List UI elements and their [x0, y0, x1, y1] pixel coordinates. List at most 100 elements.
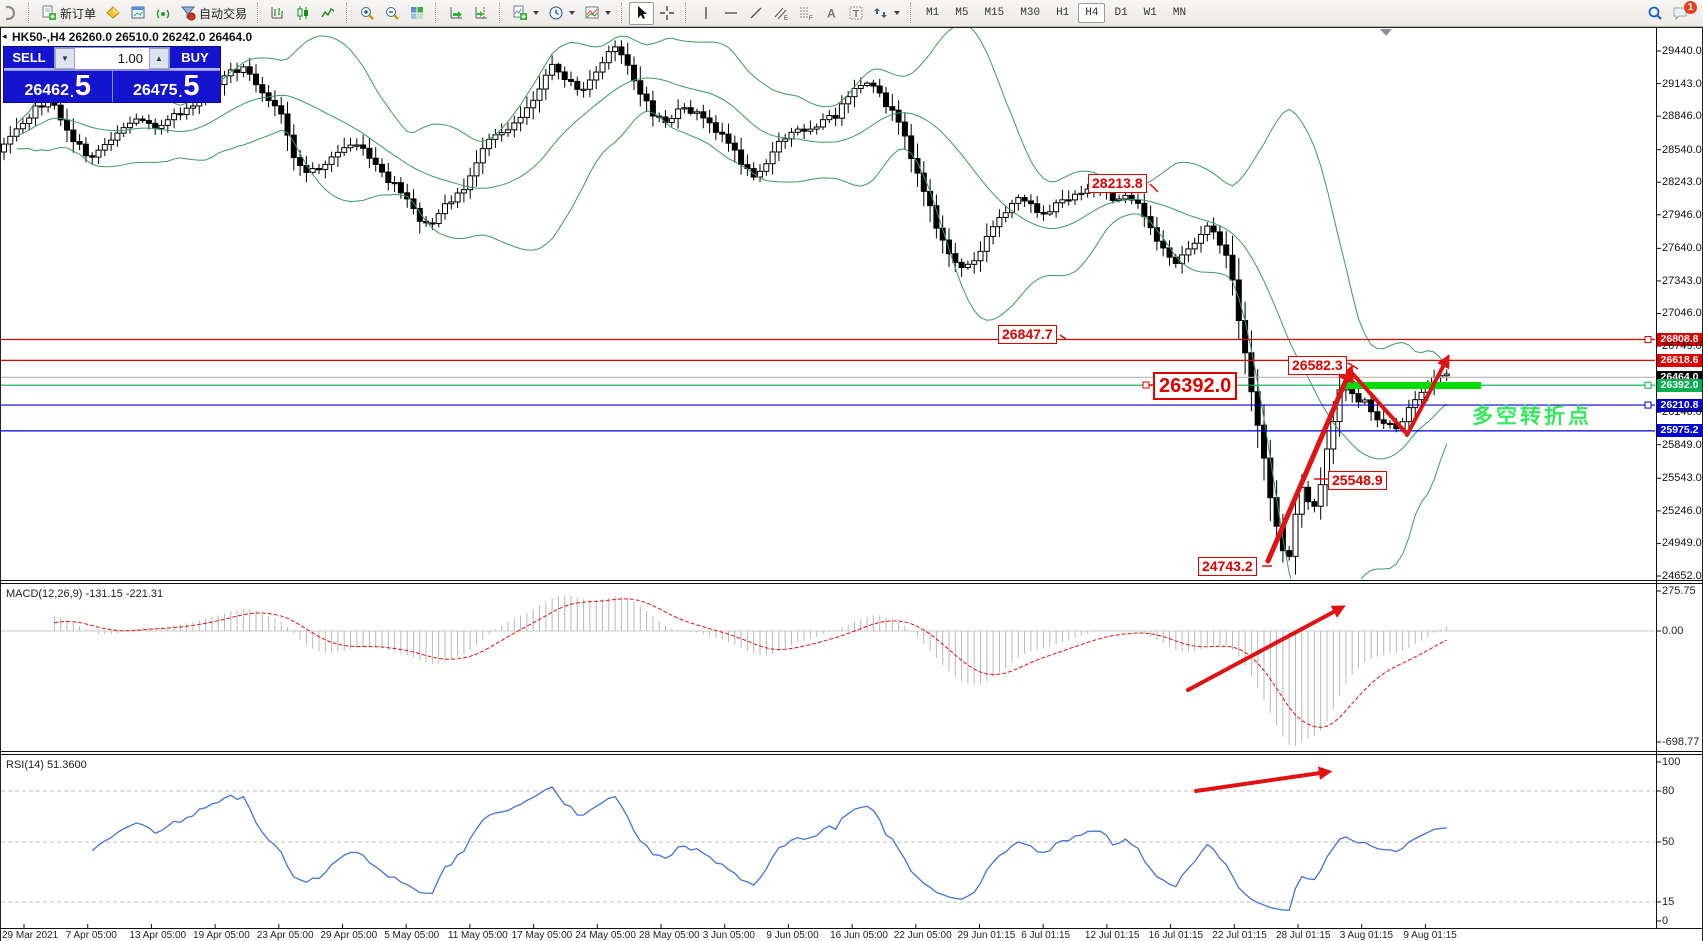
time-axis-label[interactable]: 11 May 05:00: [447, 930, 508, 941]
timeframe-m5[interactable]: M5: [955, 7, 969, 19]
new-chart-button[interactable]: [507, 2, 543, 25]
time-axis-label[interactable]: 7 Apr 05:00: [65, 930, 117, 941]
price-annotation-26392.0[interactable]: 26392.0: [1153, 372, 1238, 400]
tile-windows-button[interactable]: [404, 2, 429, 25]
macd-axis-label: 0.00: [1662, 625, 1684, 637]
trend-arrow[interactable]: [1186, 605, 1346, 692]
time-axis-label[interactable]: 6 Jul 01:15: [1021, 930, 1071, 941]
volume-value[interactable]: 1.00: [117, 51, 143, 66]
highlight-button[interactable]: [100, 2, 125, 25]
candlestick-chart-button[interactable]: [290, 2, 315, 25]
signals-button[interactable]: [150, 2, 175, 25]
window-collapse-icon[interactable]: ◂: [2, 31, 7, 41]
timeframe-w1[interactable]: W1: [1143, 7, 1157, 19]
candle-body: [700, 111, 707, 119]
candle-body: [271, 99, 278, 107]
buy-price[interactable]: 26475 . 5: [113, 71, 221, 102]
templates-button[interactable]: [579, 2, 615, 25]
time-axis-label[interactable]: 24 May 05:00: [575, 930, 636, 941]
time-axis-label[interactable]: 22 Jul 01:15: [1212, 930, 1267, 941]
timeframe-m1[interactable]: M1: [926, 7, 940, 19]
candle-body: [1116, 198, 1123, 201]
time-axis-label[interactable]: 19 Apr 05:00: [193, 930, 250, 941]
candle-body: [1135, 199, 1141, 204]
search-icon[interactable]: [1646, 5, 1663, 22]
zoom-in-button[interactable]: [354, 2, 379, 25]
candle-body: [813, 126, 820, 130]
time-axis-label[interactable]: 16 Jun 05:00: [830, 930, 888, 941]
timeframe-mn[interactable]: MN: [1172, 7, 1187, 19]
candle-body: [1141, 202, 1148, 218]
candle-body: [127, 122, 133, 129]
time-axis-label[interactable]: 13 Apr 05:00: [129, 930, 187, 941]
volume-decrease-button[interactable]: ▼: [55, 48, 75, 69]
candle-body: [334, 151, 341, 158]
time-axis-label[interactable]: 9 Aug 01:15: [1403, 930, 1457, 941]
time-axis-label[interactable]: 17 May 05:00: [511, 930, 573, 941]
toolbar-separator: [685, 3, 687, 23]
chat-icon[interactable]: 1: [1669, 0, 1697, 22]
time-axis-label[interactable]: 12 Jul 01:15: [1084, 930, 1140, 941]
trend-arrow[interactable]: [1349, 370, 1409, 436]
timeframe-d1[interactable]: D1: [1114, 7, 1128, 19]
vertical-line-button[interactable]: [693, 2, 718, 25]
horizontal-line-button[interactable]: [718, 2, 743, 25]
time-axis-label[interactable]: 28 Jul 01:15: [1276, 930, 1331, 941]
price-axis-label: 28243.0: [1662, 176, 1702, 189]
time-axis-label[interactable]: 28 May 05:00: [639, 930, 700, 941]
bar-chart-button[interactable]: [265, 2, 290, 25]
time-axis-label[interactable]: 5 May 05:00: [384, 930, 440, 941]
timeframe-h1[interactable]: H1: [1056, 7, 1070, 19]
periods-button[interactable]: [543, 2, 579, 25]
arrows-button[interactable]: [868, 2, 904, 25]
candle-body: [328, 156, 335, 165]
time-axis-label[interactable]: 3 Aug 01:15: [1339, 930, 1394, 941]
time-axis-label[interactable]: 23 Apr 05:00: [256, 930, 314, 941]
volume-increase-button[interactable]: ▲: [149, 48, 169, 69]
trend-arrow[interactable]: [1265, 364, 1354, 564]
sell-button[interactable]: SELL: [4, 47, 54, 70]
chart-window-icon: [129, 5, 146, 22]
highlight-bar[interactable]: [1345, 382, 1481, 389]
trend-arrow[interactable]: [1405, 354, 1450, 437]
candle-body: [1235, 279, 1242, 322]
price-axis-label: 27640.0: [1662, 242, 1702, 255]
timeframe-h4[interactable]: H4: [1078, 3, 1106, 23]
time-axis-label[interactable]: 29 Apr 05:00: [320, 930, 378, 941]
time-axis-label[interactable]: 16 Jul 01:15: [1148, 930, 1204, 941]
time-axis-label[interactable]: 29 Jun 01:15: [957, 930, 1016, 941]
timeframe-m30[interactable]: M30: [1020, 7, 1041, 19]
line-chart-button[interactable]: [315, 2, 340, 25]
trend-arrow[interactable]: [1194, 766, 1333, 793]
price-axis-label: 28846.0: [1662, 110, 1702, 123]
price-annotation-26582.3[interactable]: 26582.3: [1288, 356, 1347, 376]
price-annotation-24743.2[interactable]: 24743.2: [1198, 557, 1257, 577]
crosshair-button[interactable]: [654, 2, 679, 25]
trendline-button[interactable]: [743, 2, 768, 25]
price-annotation-26847.7[interactable]: 26847.7: [998, 325, 1057, 345]
candle-body: [763, 163, 770, 172]
auto-scroll-button[interactable]: [443, 2, 468, 25]
sell-price[interactable]: 26462 . 5: [4, 71, 113, 102]
buy-button[interactable]: BUY: [170, 47, 220, 70]
price-annotation-28213.8[interactable]: 28213.8: [1088, 174, 1147, 194]
text-button[interactable]: A: [818, 2, 843, 25]
market-window-button[interactable]: [125, 2, 150, 25]
candle-body: [385, 171, 392, 184]
time-axis-label[interactable]: 29 Mar 2021: [2, 930, 59, 941]
price-annotation-25548.9[interactable]: 25548.9: [1328, 471, 1387, 491]
cursor-button[interactable]: [629, 1, 655, 25]
zoom-out-button[interactable]: [379, 2, 404, 25]
auto-trading-button[interactable]: 自动交易: [175, 2, 251, 25]
chart-shift-button[interactable]: [468, 2, 493, 25]
fibonacci-button[interactable]: F: [793, 2, 818, 25]
candle-body: [139, 118, 146, 122]
text-label-button[interactable]: T: [843, 2, 868, 25]
time-axis-label[interactable]: 3 Jun 05:00: [702, 930, 755, 941]
time-axis-label[interactable]: 9 Jun 05:00: [766, 930, 819, 941]
timeframe-m15[interactable]: M15: [984, 7, 1005, 19]
candle-body: [952, 253, 959, 263]
new-order-button[interactable]: 新订单: [36, 2, 100, 25]
channel-button[interactable]: E: [768, 2, 793, 25]
time-axis-label[interactable]: 22 Jun 05:00: [893, 930, 952, 941]
